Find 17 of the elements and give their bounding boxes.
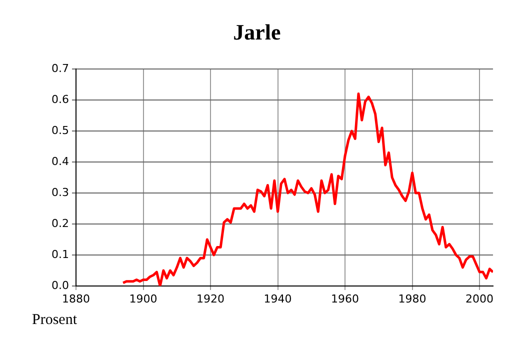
x-tick-label: 1900 bbox=[129, 292, 158, 306]
y-tick-label: 0.7 bbox=[52, 62, 69, 75]
y-tick-label: 0.3 bbox=[52, 186, 69, 199]
x-tick-label: 1940 bbox=[264, 292, 292, 306]
y-tick-label: 0.5 bbox=[52, 124, 69, 137]
y-tick-label: 0.4 bbox=[52, 154, 69, 168]
x-tick-label: 2000 bbox=[466, 292, 494, 306]
y-tick-label: 0.1 bbox=[52, 248, 69, 261]
y-tick-label: 0.6 bbox=[52, 92, 69, 106]
y-axis-title: Prosent bbox=[32, 312, 78, 328]
x-tick-label: 1880 bbox=[62, 292, 90, 306]
y-tick-label: 0.0 bbox=[52, 278, 69, 292]
x-tick-label: 1980 bbox=[398, 292, 426, 306]
y-tick-label: 0.2 bbox=[52, 216, 69, 230]
x-tick-label: 1920 bbox=[196, 292, 225, 306]
chart-title: Jarle bbox=[233, 20, 282, 45]
x-tick-label: 1960 bbox=[331, 292, 360, 306]
